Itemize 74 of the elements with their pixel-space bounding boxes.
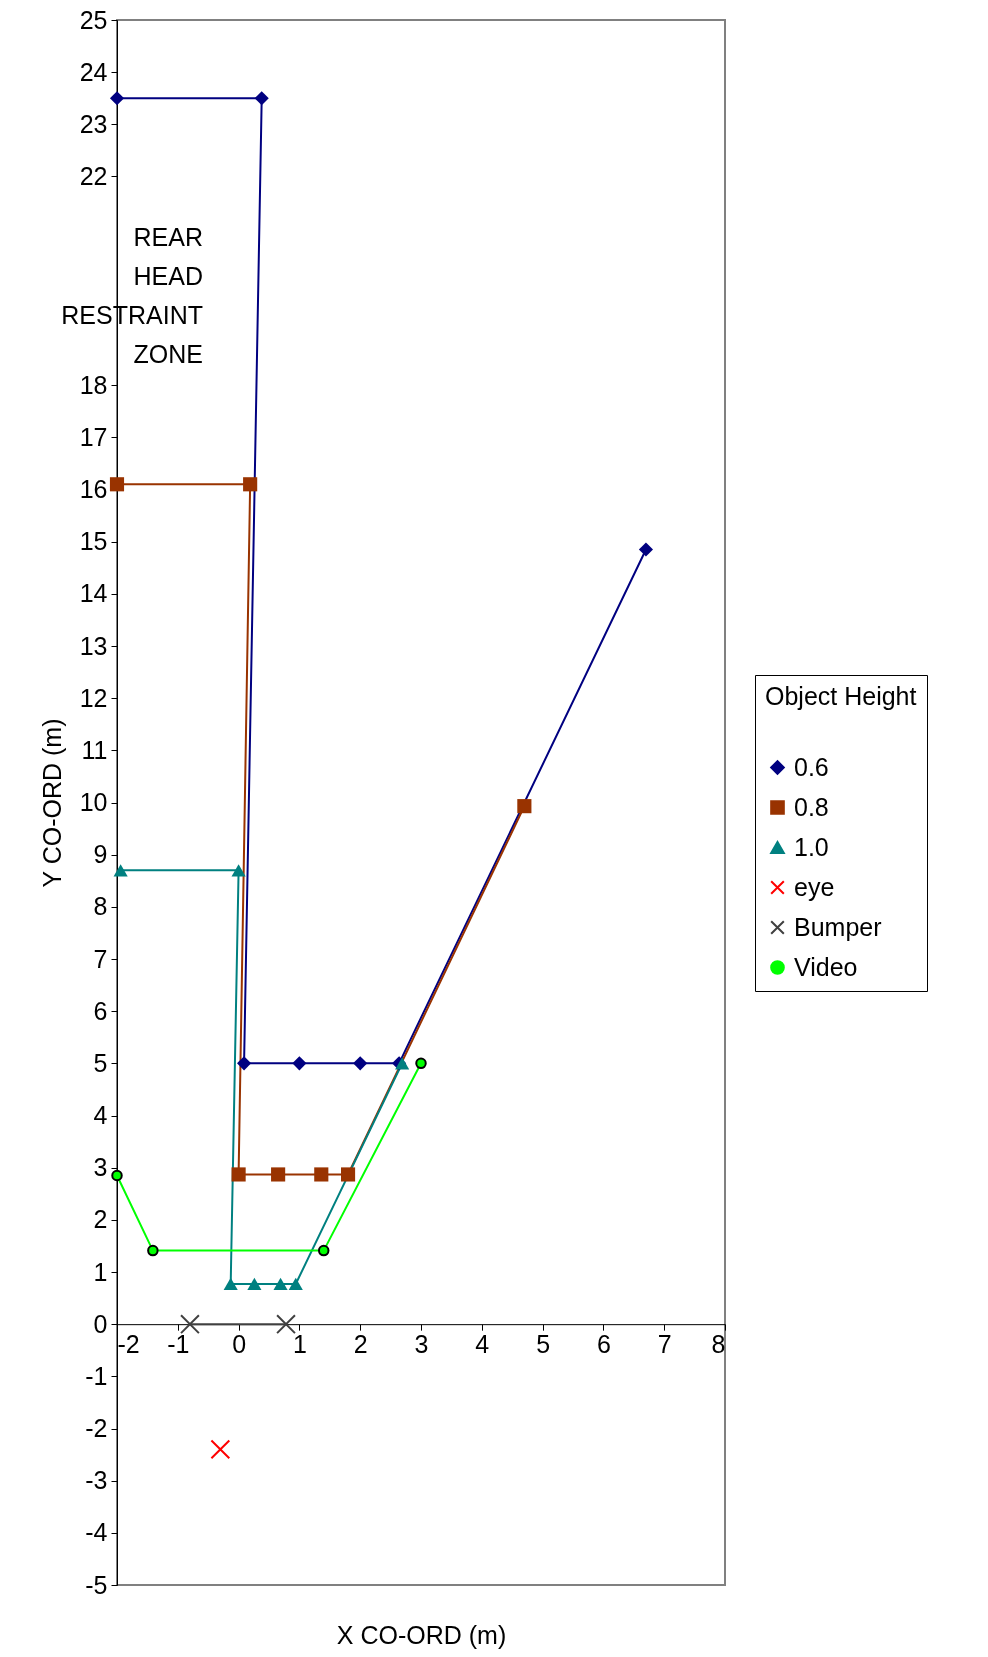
y-tick-label: 5 xyxy=(93,1048,108,1077)
point xyxy=(147,1244,159,1257)
x-tick-label: -1 xyxy=(167,1329,190,1358)
x-tick-label: 0 xyxy=(232,1329,247,1358)
y-tick-label: -1 xyxy=(85,1361,108,1390)
y-axis-title: Y CO-ORD (m) xyxy=(37,718,66,888)
legend-title: Object Height xyxy=(765,682,917,710)
point xyxy=(353,1056,368,1071)
point xyxy=(517,799,532,814)
point xyxy=(314,1167,329,1182)
x-tick-label: 2 xyxy=(353,1329,368,1358)
y-tick-label: 2 xyxy=(93,1205,108,1234)
y-tick-label: -2 xyxy=(85,1414,108,1442)
point xyxy=(276,1314,296,1335)
y-tick-label: -5 xyxy=(85,1570,108,1599)
x-tick-label: 1 xyxy=(292,1329,307,1358)
y-tick-label: 16 xyxy=(79,475,108,503)
point xyxy=(223,1277,238,1291)
x-tick-label: -2 xyxy=(117,1329,140,1358)
legend-label: 1.0 xyxy=(794,832,829,861)
y-tick-label: 8 xyxy=(93,892,108,921)
y-tick-label: 23 xyxy=(79,109,108,138)
y-tick-label: 9 xyxy=(93,840,108,869)
point xyxy=(210,1439,231,1460)
x-tick-label: 8 xyxy=(711,1329,726,1358)
x-axis-title: X CO-ORD (m) xyxy=(336,1620,507,1649)
y-tick-label: 22 xyxy=(79,162,108,190)
y-tick-label: 1 xyxy=(93,1257,108,1286)
point xyxy=(109,477,125,492)
point xyxy=(109,91,125,106)
point xyxy=(254,91,269,106)
y-tick-label: 18 xyxy=(79,370,108,399)
y-tick-label: 4 xyxy=(93,1101,108,1129)
x-tick-label: 7 xyxy=(657,1329,672,1358)
x-tick-label: 5 xyxy=(536,1329,551,1358)
y-tick-label: -3 xyxy=(85,1466,108,1495)
x-tick-label: 3 xyxy=(414,1329,429,1358)
y-tick-label: 25 xyxy=(79,5,108,34)
legend-label: Video xyxy=(794,952,858,981)
legend-label: eye xyxy=(794,872,835,901)
point xyxy=(317,1244,330,1257)
point xyxy=(237,1056,252,1071)
y-tick-label: 6 xyxy=(93,996,108,1025)
point xyxy=(180,1314,200,1335)
y-tick-label: 12 xyxy=(79,683,108,712)
y-tick-label: 24 xyxy=(79,57,108,86)
y-tick-label: 17 xyxy=(79,422,108,451)
point xyxy=(638,542,654,557)
point xyxy=(231,864,246,877)
point xyxy=(288,1277,303,1291)
legend-label: 0.8 xyxy=(794,792,829,821)
point xyxy=(292,1056,307,1071)
legend-label: 0.6 xyxy=(794,752,829,781)
y-tick-label: -4 xyxy=(85,1518,108,1547)
y-tick-label: 13 xyxy=(79,631,108,660)
y-tick-label: 15 xyxy=(79,527,108,556)
point xyxy=(271,1167,286,1182)
y-tick-label: 14 xyxy=(79,579,108,608)
point xyxy=(113,864,128,877)
y-tick-label: 3 xyxy=(93,1153,108,1182)
x-tick-label: 6 xyxy=(596,1329,611,1358)
y-tick-label: 11 xyxy=(81,735,108,764)
point xyxy=(340,1167,356,1182)
point xyxy=(247,1277,262,1291)
legend-label: Bumper xyxy=(794,912,882,941)
point xyxy=(243,477,258,492)
x-tick-label: 4 xyxy=(475,1329,490,1358)
point xyxy=(231,1167,246,1182)
y-tick-label: 10 xyxy=(79,788,108,816)
y-tick-label: 7 xyxy=(93,944,108,973)
y-tick-label: 0 xyxy=(93,1309,108,1338)
point xyxy=(415,1057,427,1070)
point xyxy=(111,1169,123,1182)
point xyxy=(273,1277,288,1291)
